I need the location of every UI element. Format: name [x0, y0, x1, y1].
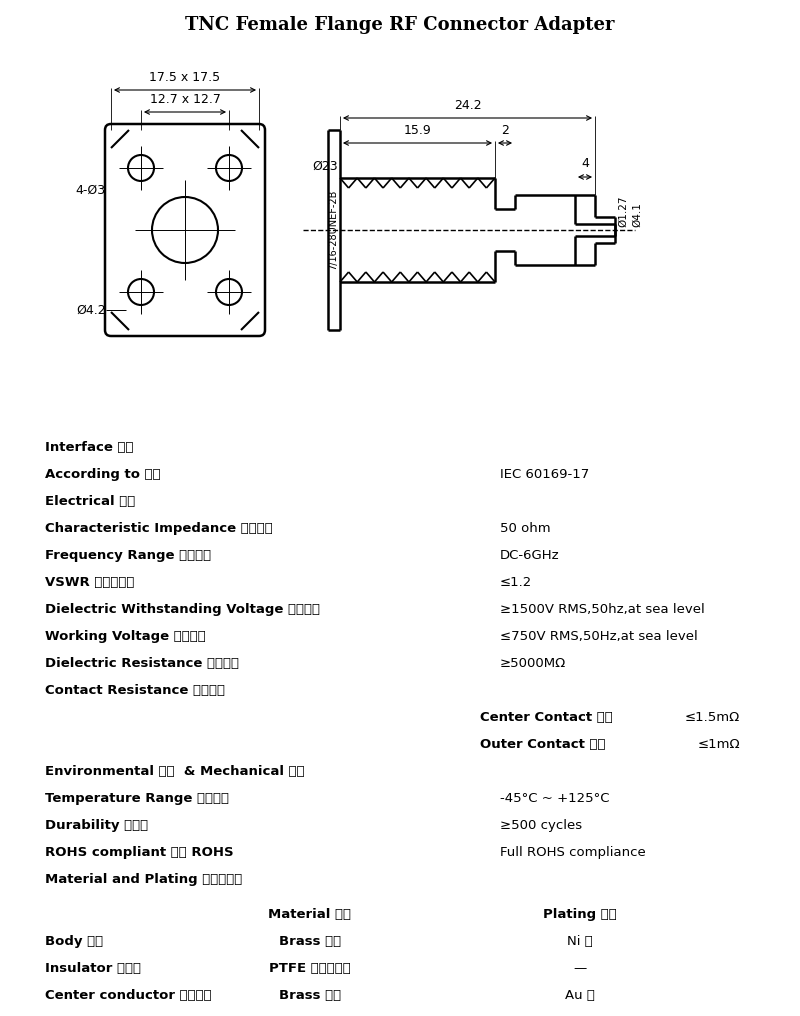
- FancyBboxPatch shape: [105, 124, 265, 336]
- Text: Environmental 环境  & Mechanical 机械: Environmental 环境 & Mechanical 机械: [45, 765, 305, 778]
- Text: ≥500 cycles: ≥500 cycles: [500, 819, 582, 832]
- Text: ≤1.5mΩ: ≤1.5mΩ: [685, 711, 740, 724]
- Text: 50 ohm: 50 ohm: [500, 522, 550, 535]
- Text: Dielectric Resistance 介电常数: Dielectric Resistance 介电常数: [45, 657, 239, 670]
- Text: Working Voltage 工作电压: Working Voltage 工作电压: [45, 630, 206, 643]
- Text: ≤1.2: ≤1.2: [500, 576, 532, 589]
- Text: Ni 镍: Ni 镍: [567, 935, 593, 948]
- Text: -45°C ~ +125°C: -45°C ~ +125°C: [500, 792, 610, 805]
- Text: IEC 60169-17: IEC 60169-17: [500, 468, 590, 481]
- Text: Outer Contact 外部: Outer Contact 外部: [480, 738, 606, 751]
- Text: Durability 耐久性: Durability 耐久性: [45, 819, 148, 832]
- Text: 15.9: 15.9: [404, 124, 431, 137]
- Text: Insulator 绶缘体: Insulator 绶缘体: [45, 962, 141, 975]
- Text: ≥1500V RMS,50hz,at sea level: ≥1500V RMS,50hz,at sea level: [500, 604, 705, 616]
- Text: 4-Ø3: 4-Ø3: [76, 184, 106, 196]
- Text: Center conductor 中心导体: Center conductor 中心导体: [45, 989, 212, 1002]
- Text: Electrical 电气: Electrical 电气: [45, 495, 135, 508]
- Text: ≤750V RMS,50Hz,at sea level: ≤750V RMS,50Hz,at sea level: [500, 630, 698, 643]
- Text: PTFE 聚四氟乙烯: PTFE 聚四氟乙烯: [269, 962, 351, 975]
- Text: VSWR 电压驻波比: VSWR 电压驻波比: [45, 576, 134, 589]
- Text: DC-6GHz: DC-6GHz: [500, 549, 560, 562]
- Text: Dielectric Withstanding Voltage 介质耐压: Dielectric Withstanding Voltage 介质耐压: [45, 604, 320, 616]
- Text: ≥5000MΩ: ≥5000MΩ: [500, 657, 566, 670]
- Text: Brass 黄铜: Brass 黄铜: [279, 935, 341, 948]
- Text: 17.5 x 17.5: 17.5 x 17.5: [150, 71, 221, 84]
- Text: Brass 黄铜: Brass 黄铜: [279, 989, 341, 1002]
- Text: Frequency Range 频率范围: Frequency Range 频率范围: [45, 549, 211, 562]
- Text: 7/16-28UNEF-2B: 7/16-28UNEF-2B: [328, 190, 338, 270]
- Text: 24.2: 24.2: [454, 99, 482, 112]
- Text: Contact Resistance 接触电邘: Contact Resistance 接触电邘: [45, 684, 225, 697]
- Text: Material and Plating 材料及涂鈥: Material and Plating 材料及涂鈥: [45, 873, 242, 886]
- Text: 12.7 x 12.7: 12.7 x 12.7: [150, 93, 221, 106]
- Text: Interface 界面: Interface 界面: [45, 441, 134, 454]
- Text: Ø23: Ø23: [312, 160, 338, 173]
- Text: 4: 4: [581, 157, 589, 170]
- Text: Temperature Range 温度范围: Temperature Range 温度范围: [45, 792, 229, 805]
- Text: Ø1.27: Ø1.27: [618, 195, 628, 227]
- Text: Plating 电鈥: Plating 电鈥: [543, 908, 617, 920]
- Text: Material 材料: Material 材料: [269, 908, 351, 920]
- Text: Center Contact 中心: Center Contact 中心: [480, 711, 613, 724]
- Text: TNC Female Flange RF Connector Adapter: TNC Female Flange RF Connector Adapter: [186, 16, 614, 34]
- Text: ROHS compliant 符合 ROHS: ROHS compliant 符合 ROHS: [45, 846, 234, 859]
- Text: —: —: [574, 962, 586, 975]
- Text: According to 根据: According to 根据: [45, 468, 161, 481]
- Text: ≤1mΩ: ≤1mΩ: [698, 738, 740, 751]
- Text: Ø4.1: Ø4.1: [632, 202, 642, 227]
- Text: Characteristic Impedance 特性阻抗: Characteristic Impedance 特性阻抗: [45, 522, 273, 535]
- Text: Au 金: Au 金: [565, 989, 595, 1002]
- Text: Ø4.2: Ø4.2: [76, 304, 106, 317]
- Text: Body 壳体: Body 壳体: [45, 935, 103, 948]
- Text: 2: 2: [501, 124, 509, 137]
- Text: Full ROHS compliance: Full ROHS compliance: [500, 846, 646, 859]
